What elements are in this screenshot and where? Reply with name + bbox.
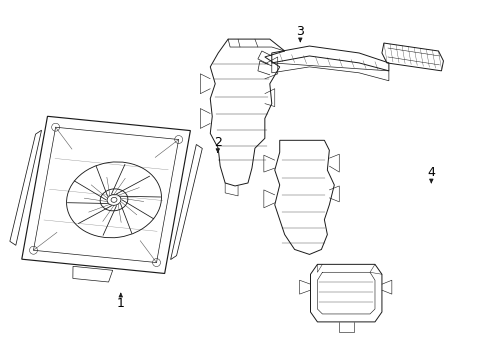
Text: 4: 4: [427, 166, 434, 183]
Text: 1: 1: [117, 293, 124, 310]
Text: 2: 2: [213, 136, 221, 152]
Text: 3: 3: [296, 25, 304, 41]
